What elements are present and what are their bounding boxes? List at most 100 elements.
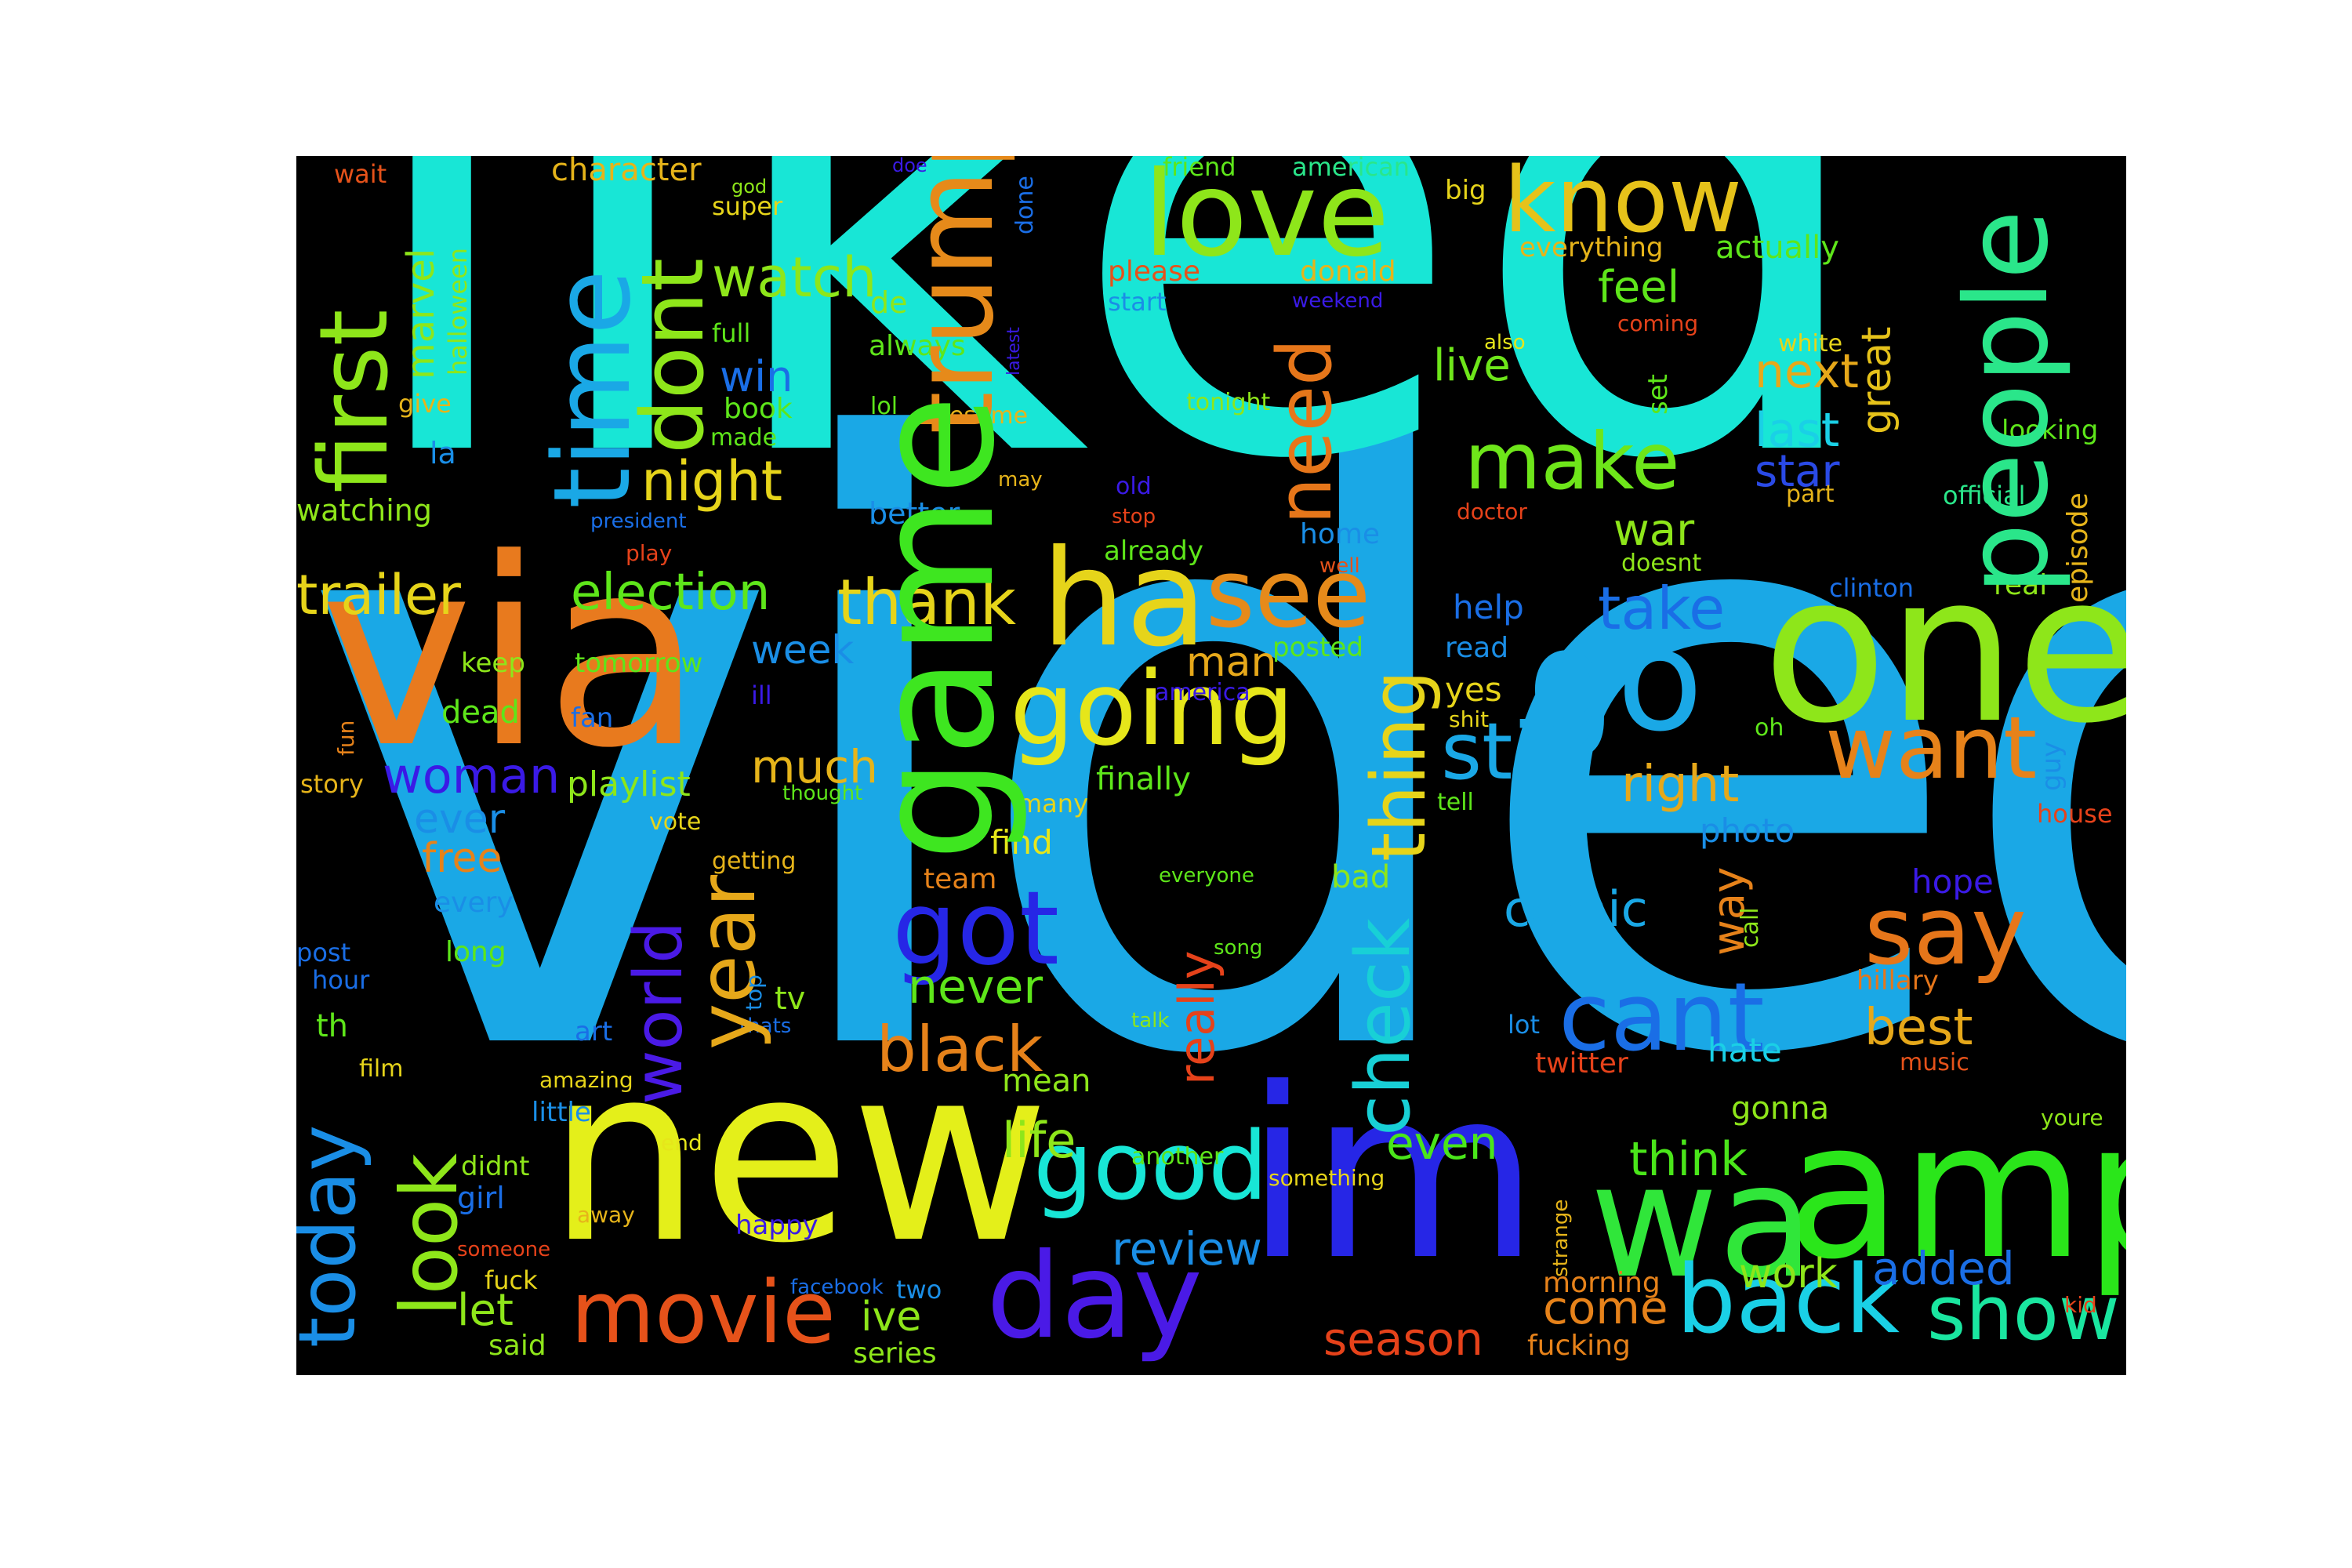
word-real: real (1994, 569, 2048, 601)
word-night: night (641, 449, 783, 514)
word-ill: ill (751, 681, 772, 710)
word-work: work (1739, 1250, 1838, 1298)
word-oh: oh (1755, 714, 1784, 742)
word-actually: actually (1715, 230, 1839, 266)
word-movie: movie (571, 1262, 836, 1363)
word-game: first (300, 309, 409, 494)
word-never: never (908, 960, 1044, 1014)
word-marvel: marvel (399, 248, 443, 379)
word-see: see (1206, 540, 1371, 649)
word-election: election (571, 564, 771, 622)
word-start: start (1108, 287, 1167, 317)
word-good: good (1033, 1112, 1269, 1221)
word-gonna: gonna (1731, 1091, 1830, 1127)
word-fun: fun (333, 720, 359, 756)
word-thats: thats (739, 1014, 792, 1038)
word-amazing: amazing (539, 1067, 633, 1093)
word-everything: everything (1519, 232, 1664, 263)
word-happy: happy (735, 1210, 818, 1241)
word-house: house (2037, 799, 2113, 829)
word-call: call (1737, 907, 1764, 948)
word-going: going (1010, 649, 1295, 768)
word-facebook: facebook (790, 1276, 884, 1299)
word-ha: wa (1590, 1131, 1815, 1313)
word-life: life (1002, 1112, 1076, 1169)
word-another: another (1131, 1143, 1224, 1171)
word-give: give (398, 389, 452, 419)
word-via: via (320, 503, 704, 804)
word-war: war (1613, 505, 1695, 556)
word-hillary: hillary (1857, 965, 1939, 996)
word-liked: liked (351, 156, 1880, 601)
word-read: read (1445, 632, 1509, 664)
word-music: music (1900, 1049, 1969, 1076)
word-hour: hour (312, 965, 370, 995)
word-everyone: everyone (1159, 864, 1254, 887)
word-review: review (1112, 1222, 1262, 1276)
word-part: part (1786, 481, 1835, 508)
word-strange: strange (1549, 1199, 1573, 1277)
word-let: let (457, 1285, 514, 1336)
word-come: come (1543, 1281, 1668, 1334)
word-wa: game (839, 394, 1031, 862)
word-la: la (430, 436, 456, 470)
word-say: say (1864, 877, 2027, 986)
word-think: think (1629, 1132, 1748, 1187)
word-film: film (359, 1055, 404, 1083)
word-talk: talk (1131, 1009, 1170, 1033)
word-big: big (1445, 175, 1486, 206)
word-story: story (300, 769, 364, 799)
word-know: love (1143, 156, 1390, 283)
word-character: character (551, 156, 702, 188)
word-white: white (1778, 330, 1843, 358)
word-feel: feel (1598, 262, 1680, 313)
word-every: every (434, 887, 514, 919)
word-ever: ever (414, 796, 506, 843)
word-amp: amp (1786, 1081, 2126, 1301)
word-lot: lot (1508, 1010, 1541, 1040)
word-tell: tell (1437, 789, 1474, 816)
word-added: added (1872, 1242, 2015, 1295)
word-shit: shit (1449, 706, 1490, 732)
word-awesome: awesome (916, 402, 1029, 430)
word-black: black (877, 1013, 1044, 1086)
word-president: president (590, 510, 687, 533)
word-girl: girl (457, 1181, 505, 1215)
word-fuck: fuck (485, 1265, 538, 1295)
word-many: many (1018, 789, 1088, 818)
word-watch: watch (712, 245, 877, 310)
word-really: really (1168, 950, 1225, 1085)
word-people: know (1504, 156, 1742, 253)
word-want: want (1825, 698, 2038, 798)
word-latest: latest (1004, 327, 1024, 376)
word-done: done (1011, 176, 1039, 234)
word-still: still (1441, 706, 1578, 797)
word-great: great (1853, 326, 1900, 435)
word-right: right (1621, 756, 1740, 814)
word-weekend: weekend (1292, 289, 1384, 313)
word-thought: thought (782, 782, 863, 805)
word-may: may (998, 468, 1043, 492)
word-watching: watching (296, 493, 433, 528)
word-comic: comic (1504, 880, 1648, 938)
word-made: made (710, 424, 778, 452)
word-post: post (296, 938, 351, 967)
word-show: show (1927, 1271, 2120, 1357)
word-morning: morning (1543, 1267, 1661, 1299)
word-thank: thank (837, 566, 1017, 639)
word-friend: friend (1163, 156, 1236, 182)
word-wait: wait (334, 159, 387, 189)
word-coming: coming (1617, 310, 1699, 336)
word-set: set (1642, 374, 1674, 415)
word-episode: episode (2062, 492, 2094, 603)
word-long: long (445, 936, 506, 968)
word-stop: stop (1112, 505, 1156, 528)
word-take: take (1598, 574, 1726, 643)
word-bad: bad (1331, 859, 1391, 895)
word-tv: tv (775, 981, 806, 1017)
word-check: check (1341, 917, 1427, 1136)
word-season: season (1323, 1312, 1483, 1366)
word-new: new (547, 1014, 1050, 1297)
word-back: back (1676, 1246, 1900, 1355)
word-today: today (296, 1124, 373, 1348)
